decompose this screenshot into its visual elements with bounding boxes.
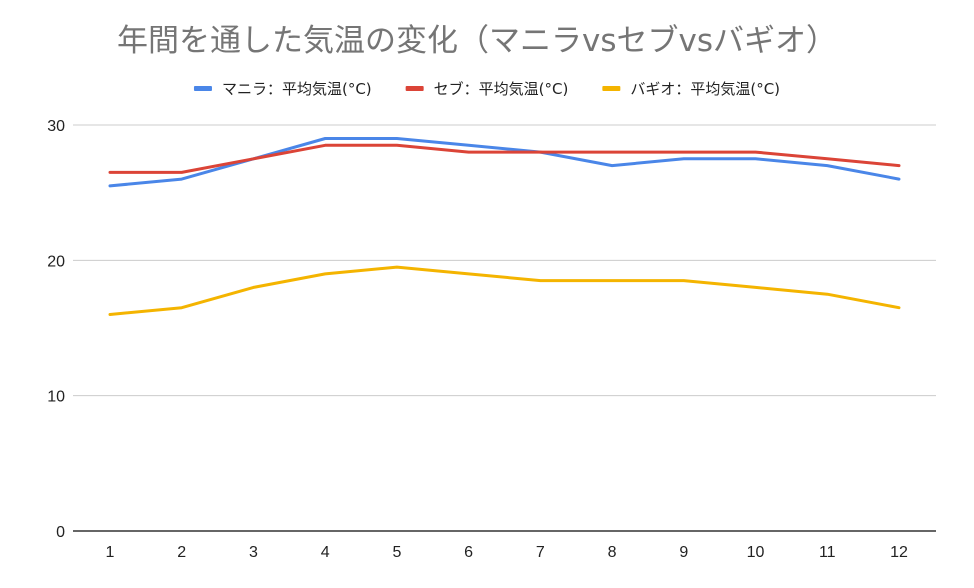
legend-swatch	[193, 86, 212, 91]
legend-item: マニラ：平均気温(°C)	[193, 80, 372, 98]
legend-swatch	[405, 86, 424, 91]
y-tick-labels: 0 10 20 30	[47, 118, 65, 541]
legend: マニラ：平均気温(°C) セブ：平均気温(°C) バギオ：平均気温(°C)	[193, 80, 780, 98]
legend-item: バギオ：平均気温(°C)	[602, 80, 780, 98]
x-tick-label: 6	[464, 544, 473, 561]
legend-item: セブ：平均気温(°C)	[405, 80, 569, 98]
x-tick-label: 2	[177, 544, 186, 561]
x-tick-label: 9	[679, 544, 688, 561]
x-tick-label: 11	[819, 544, 836, 561]
x-tick-label: 8	[608, 544, 617, 561]
series-lines	[108, 137, 901, 316]
legend-label: セブ：平均気温(°C)	[434, 80, 569, 98]
legend-label: バギオ：平均気温(°C)	[630, 80, 780, 98]
x-tick-label: 3	[249, 544, 258, 561]
y-tick-label: 0	[56, 524, 65, 541]
legend-swatch	[602, 86, 621, 91]
gridlines	[73, 124, 936, 397]
x-tick-label: 5	[392, 544, 401, 561]
y-tick-label: 10	[47, 389, 65, 406]
x-tick-labels: 1 2 3 4 5 6 7 8 9 10 11 12	[106, 544, 908, 561]
legend-label: マニラ：平均気温(°C)	[222, 80, 372, 98]
x-tick-label: 1	[106, 544, 115, 561]
series-line-1	[108, 143, 901, 174]
x-tick-label: 12	[890, 544, 908, 561]
x-tick-label: 4	[321, 544, 330, 561]
chart-title: 年間を通した気温の変化（マニラvsセブvsバギオ）	[117, 23, 837, 59]
y-tick-label: 20	[47, 253, 65, 270]
y-tick-label: 30	[47, 118, 65, 135]
x-tick-label: 7	[536, 544, 545, 561]
x-tick-label: 10	[747, 544, 765, 561]
series-line-2	[108, 265, 901, 316]
